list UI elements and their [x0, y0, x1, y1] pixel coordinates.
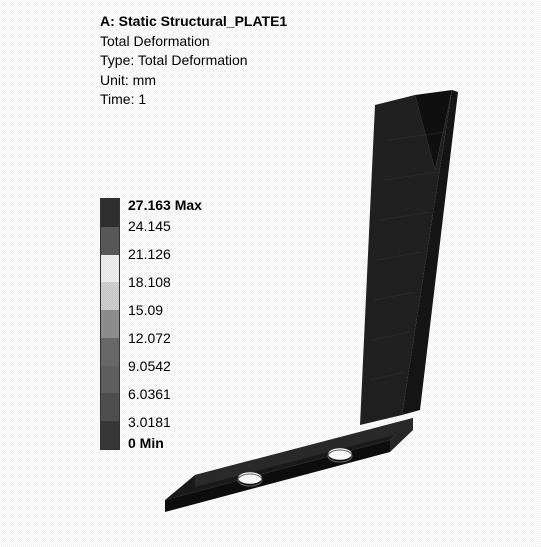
result-title: A: Static Structural_PLATE1 — [100, 12, 287, 32]
bolt-hole-2 — [328, 448, 352, 460]
legend-color-bar — [100, 198, 120, 450]
vertical-arm-notch — [415, 90, 452, 170]
base-plate-side — [390, 418, 413, 452]
legend-label: 15.09 — [128, 296, 202, 324]
legend-swatch — [101, 338, 119, 366]
legend-swatch — [101, 310, 119, 338]
result-unit: Unit: mm — [100, 71, 287, 91]
contour-legend: 27.163 Max24.14521.12618.10815.0912.0729… — [100, 198, 202, 450]
bolt-hole-1-depth — [238, 474, 262, 486]
legend-label: 3.0181 — [128, 408, 202, 436]
legend-swatch — [101, 393, 119, 421]
legend-label: 27.163 Max — [128, 198, 202, 212]
legend-label: 6.0361 — [128, 380, 202, 408]
vertical-arm-front — [360, 90, 452, 425]
legend-label: 24.145 — [128, 212, 202, 240]
base-plate-rear-edge — [195, 418, 413, 487]
result-time: Time: 1 — [100, 90, 287, 110]
vertical-arm-side — [402, 90, 458, 415]
result-type: Type: Total Deformation — [100, 51, 287, 71]
legend-labels: 27.163 Max24.14521.12618.10815.0912.0729… — [128, 198, 202, 450]
bolt-hole-2-depth — [328, 450, 352, 462]
legend-swatch — [101, 366, 119, 394]
base-plate-front — [165, 440, 390, 512]
bolt-hole-1 — [238, 472, 262, 484]
legend-label: 12.072 — [128, 324, 202, 352]
contour-bands — [370, 132, 446, 380]
legend-label: 9.0542 — [128, 352, 202, 380]
legend-swatch — [101, 199, 119, 227]
legend-swatch — [101, 227, 119, 255]
legend-swatch — [101, 421, 119, 449]
base-plate-top — [165, 418, 413, 500]
legend-label: 0 Min — [128, 436, 202, 450]
result-header: A: Static Structural_PLATE1 Total Deform… — [100, 12, 287, 110]
legend-swatch — [101, 255, 119, 283]
legend-label: 18.108 — [128, 268, 202, 296]
legend-label: 21.126 — [128, 240, 202, 268]
result-object: Total Deformation — [100, 32, 287, 52]
legend-swatch — [101, 282, 119, 310]
